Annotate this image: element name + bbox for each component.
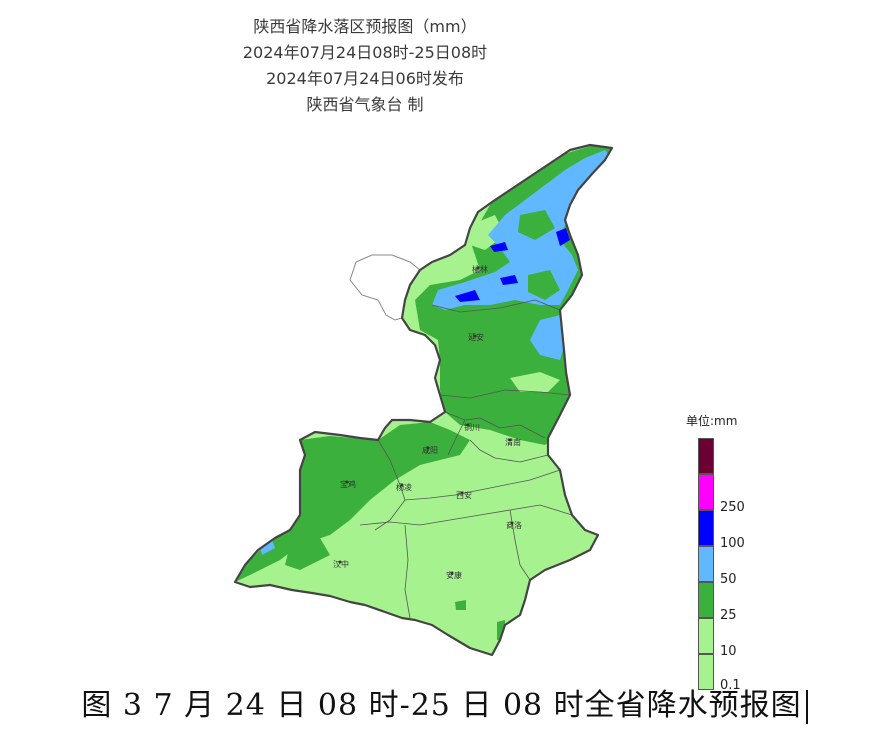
legend-swatch [698, 618, 714, 654]
legend-label: 100 [720, 536, 745, 551]
city-label-ankang: 安康 [446, 570, 462, 580]
zone-50-100-b [490, 242, 508, 252]
zone-10-25-inner [518, 210, 555, 240]
map-title-block: 陕西省降水落区预报图（mm） 2024年07月24日08时-25日08时 202… [200, 14, 530, 118]
zone-10-25-south-c [285, 538, 330, 570]
issuer: 陕西省气象台 制 [306, 95, 424, 114]
shaanxi-border [233, 143, 614, 657]
issue-time: 2024年07月24日06时发布 [266, 69, 464, 88]
city-label-yangling: 杨凌 [396, 482, 412, 492]
city-label-weinan: 渭南 [505, 437, 521, 447]
zone-0.1-10 [235, 145, 612, 655]
city-label-xian: 西安 [456, 490, 472, 500]
legend-label: 0.1 [720, 678, 741, 693]
legend-swatch [698, 654, 714, 690]
city-labels: 榆林 延安 铜川 渭南 咸阳 宝鸡 杨凌 西安 商洛 汉中 安康 [333, 264, 522, 580]
legend-label: 25 [720, 608, 737, 623]
zone-25-50-east [530, 315, 566, 360]
legend-unit: 单位:mm [686, 414, 738, 428]
rainfall-fill-layer [235, 145, 612, 655]
zone-0.1-10-patch [510, 372, 560, 392]
city-label-shangluo: 商洛 [506, 520, 522, 530]
text-cursor [805, 690, 808, 724]
city-label-tongchuan: 铜川 [464, 422, 480, 432]
legend-swatch [698, 582, 714, 618]
zone-50-100-c [455, 290, 480, 302]
city-label-xianyang: 咸阳 [422, 445, 438, 455]
legend-label: 10 [720, 644, 737, 659]
city-label-yanan: 延安 [468, 332, 484, 342]
legend-swatch [698, 438, 714, 474]
legend-swatch [698, 546, 714, 582]
zone-50-100-a [556, 228, 570, 246]
prefecture-boundaries [359, 299, 573, 619]
legend-label: 250 [720, 500, 745, 515]
city-label-baoji: 宝鸡 [340, 479, 356, 489]
city-label-yulin: 榆林 [472, 264, 488, 274]
zone-10-25-inner-2 [528, 270, 560, 300]
figure-caption-text: 图 3 7 月 24 日 08 时-25 日 08 时全省降水预报图 [81, 688, 802, 723]
forecast-period: 2024年07月24日08时-25日08时 [242, 43, 488, 62]
legend-swatch [698, 510, 714, 546]
city-label-hanzhong: 汉中 [333, 559, 349, 569]
zone-10-25-west [235, 422, 470, 582]
map-title: 陕西省降水落区预报图（mm） [253, 17, 477, 36]
legend-swatch [698, 474, 714, 510]
zone-10-25-south-a [455, 600, 466, 610]
figure-caption: 图 3 7 月 24 日 08 时-25 日 08 时全省降水预报图 [0, 680, 889, 724]
legend-label: 50 [720, 572, 737, 587]
zone-50-100-d [500, 275, 518, 285]
